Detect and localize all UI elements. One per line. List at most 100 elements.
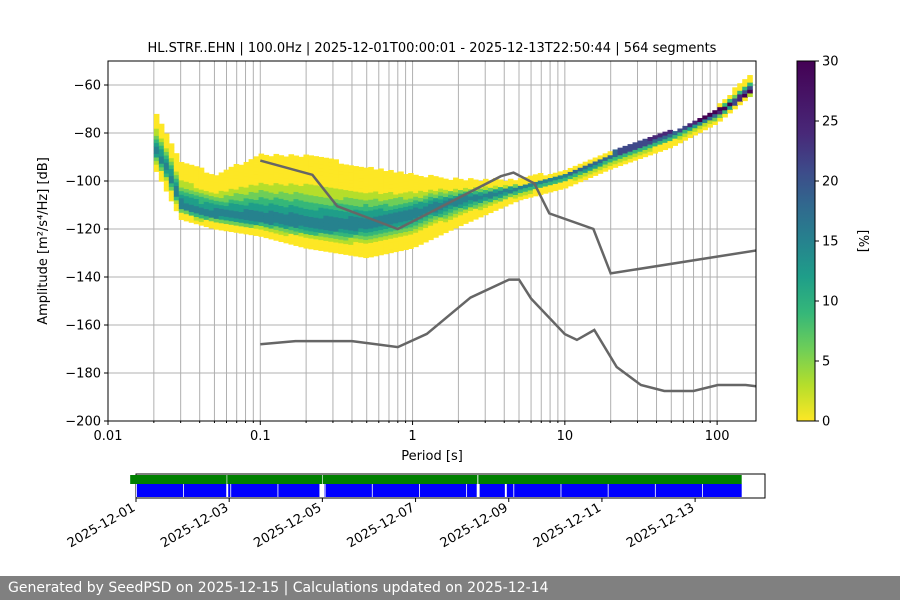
heatmap-cell	[193, 173, 200, 178]
heatmap-cell	[403, 238, 409, 243]
heatmap-cell	[408, 245, 414, 250]
heatmap-cell	[313, 166, 319, 171]
heatmap-cell	[712, 113, 718, 118]
heatmap-cell	[283, 224, 290, 229]
heatmap-cell	[463, 180, 469, 185]
heatmap-cell	[388, 209, 394, 214]
heatmap-cell	[253, 217, 260, 222]
heatmap-cell	[423, 195, 429, 200]
heatmap-cell	[747, 89, 753, 94]
heatmap-cell	[298, 203, 305, 208]
heatmap-cell	[403, 228, 409, 233]
heatmap-cell	[363, 171, 369, 176]
heatmap-cell	[732, 105, 738, 110]
heatmap-cell	[353, 205, 359, 210]
heatmap-cell	[398, 243, 404, 248]
heatmap-cell	[198, 167, 205, 172]
heatmap-cell	[383, 210, 389, 215]
heatmap-cell	[393, 240, 399, 245]
heatmap-cell	[742, 89, 748, 94]
heatmap-cell	[193, 169, 200, 174]
heatmap-cell	[448, 201, 454, 206]
heatmap-cell	[383, 181, 389, 186]
heatmap-cell	[248, 191, 255, 196]
heatmap-cell	[487, 201, 494, 206]
heatmap-cell	[353, 238, 359, 243]
heatmap-cell	[358, 220, 364, 225]
heatmap-cell	[467, 185, 474, 190]
heatmap-cell	[398, 239, 404, 244]
heatmap-cell	[448, 194, 454, 199]
heatmap-cell	[253, 170, 260, 175]
heatmap-cell	[522, 184, 529, 189]
heatmap-cell	[363, 210, 369, 215]
heatmap-cell	[343, 247, 349, 252]
heatmap-cell	[338, 250, 344, 255]
heatmap-cell	[253, 167, 260, 172]
heatmap-cell	[453, 209, 459, 214]
heatmap-cell	[368, 246, 374, 251]
heatmap-cell	[448, 223, 454, 228]
heatmap-cell	[178, 197, 185, 202]
heatmap-cell	[293, 162, 300, 167]
heatmap-cell	[433, 194, 439, 199]
heatmap-cell	[313, 195, 319, 200]
plot-frame	[107, 60, 757, 422]
heatmap-cell	[263, 201, 270, 206]
heatmap-cell	[258, 225, 265, 230]
heatmap-cell	[358, 188, 364, 193]
heatmap-cell	[388, 191, 394, 196]
noise-model-curves	[259, 159, 756, 393]
heatmap-cell	[188, 200, 195, 205]
heatmap-cell	[208, 195, 215, 200]
heatmap-cell	[438, 220, 444, 225]
heatmap-cell	[418, 204, 424, 209]
heatmap-cell	[577, 163, 584, 168]
heatmap-cell	[747, 85, 753, 90]
heatmap-cell	[333, 216, 339, 221]
heatmap-cell	[158, 159, 165, 164]
heatmap-cell	[443, 229, 449, 234]
heatmap-cell	[433, 186, 439, 191]
heatmap-cell	[438, 184, 444, 189]
heatmap-cell	[388, 198, 394, 203]
heatmap-cell	[183, 181, 190, 186]
heatmap-cell	[233, 207, 240, 212]
heatmap-cell	[188, 186, 195, 191]
heatmap-cell	[747, 82, 753, 87]
heatmap-cell	[278, 205, 285, 210]
heatmap-cell	[283, 167, 290, 172]
heatmap-cell	[368, 224, 374, 229]
heatmap-cell	[737, 101, 743, 106]
heatmap-cell	[398, 196, 404, 201]
heatmap-cell	[323, 197, 329, 202]
heatmap-cell	[268, 177, 275, 182]
heatmap-cell	[413, 228, 419, 233]
heatmap-cell	[318, 156, 324, 161]
heatmap-cell	[288, 222, 295, 227]
heatmap-cell	[293, 231, 300, 236]
heatmap-cell	[667, 129, 674, 134]
heatmap-cell	[732, 101, 738, 106]
heatmap-cell	[472, 179, 479, 184]
heatmap-cell	[747, 78, 753, 83]
heatmap-cell	[487, 187, 494, 192]
heatmap-cell	[383, 235, 389, 240]
heatmap-cell	[413, 192, 419, 197]
heatmap-cell	[368, 181, 374, 186]
heatmap-cell	[393, 233, 399, 238]
heatmap-cell	[208, 213, 215, 218]
heatmap-cell	[218, 204, 225, 209]
heatmap-cell	[333, 234, 339, 239]
heatmap-cell	[238, 182, 245, 187]
heatmap-cell	[448, 215, 454, 220]
heatmap-cell	[482, 178, 489, 183]
heatmap-cell	[233, 196, 240, 201]
heatmap-cell	[328, 212, 334, 217]
heatmap-cell	[298, 207, 305, 212]
heatmap-cell	[188, 218, 195, 223]
heatmap-cell	[458, 222, 464, 227]
heatmap-cell	[243, 169, 250, 174]
heatmap-cell	[258, 214, 265, 219]
heatmap-cell	[378, 208, 384, 213]
